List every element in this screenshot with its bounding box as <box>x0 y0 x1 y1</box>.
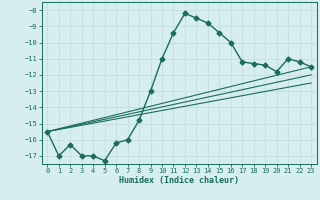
X-axis label: Humidex (Indice chaleur): Humidex (Indice chaleur) <box>119 176 239 185</box>
